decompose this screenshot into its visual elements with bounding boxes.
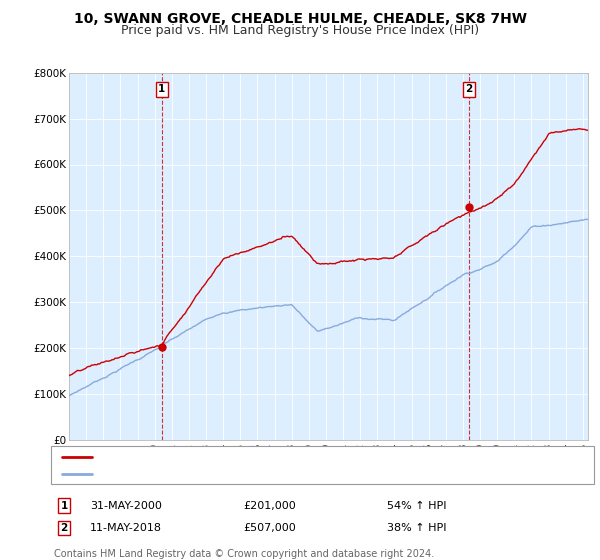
Text: Price paid vs. HM Land Registry's House Price Index (HPI): Price paid vs. HM Land Registry's House … bbox=[121, 24, 479, 36]
Text: 10, SWANN GROVE, CHEADLE HULME, CHEADLE, SK8 7HW (detached house): 10, SWANN GROVE, CHEADLE HULME, CHEADLE,… bbox=[98, 452, 526, 462]
Text: 38% ↑ HPI: 38% ↑ HPI bbox=[387, 523, 446, 533]
Text: £507,000: £507,000 bbox=[243, 523, 296, 533]
Text: 10, SWANN GROVE, CHEADLE HULME, CHEADLE, SK8 7HW: 10, SWANN GROVE, CHEADLE HULME, CHEADLE,… bbox=[74, 12, 527, 26]
Text: 2: 2 bbox=[61, 523, 68, 533]
Text: Contains HM Land Registry data © Crown copyright and database right 2024.
This d: Contains HM Land Registry data © Crown c… bbox=[54, 549, 434, 560]
Text: 31-MAY-2000: 31-MAY-2000 bbox=[90, 501, 162, 511]
Text: 54% ↑ HPI: 54% ↑ HPI bbox=[387, 501, 446, 511]
Text: HPI: Average price, detached house, Stockport: HPI: Average price, detached house, Stoc… bbox=[98, 469, 358, 479]
Text: 1: 1 bbox=[158, 85, 165, 94]
Text: 2: 2 bbox=[466, 85, 473, 94]
Text: 11-MAY-2018: 11-MAY-2018 bbox=[90, 523, 162, 533]
Text: £201,000: £201,000 bbox=[243, 501, 296, 511]
Text: 1: 1 bbox=[61, 501, 68, 511]
